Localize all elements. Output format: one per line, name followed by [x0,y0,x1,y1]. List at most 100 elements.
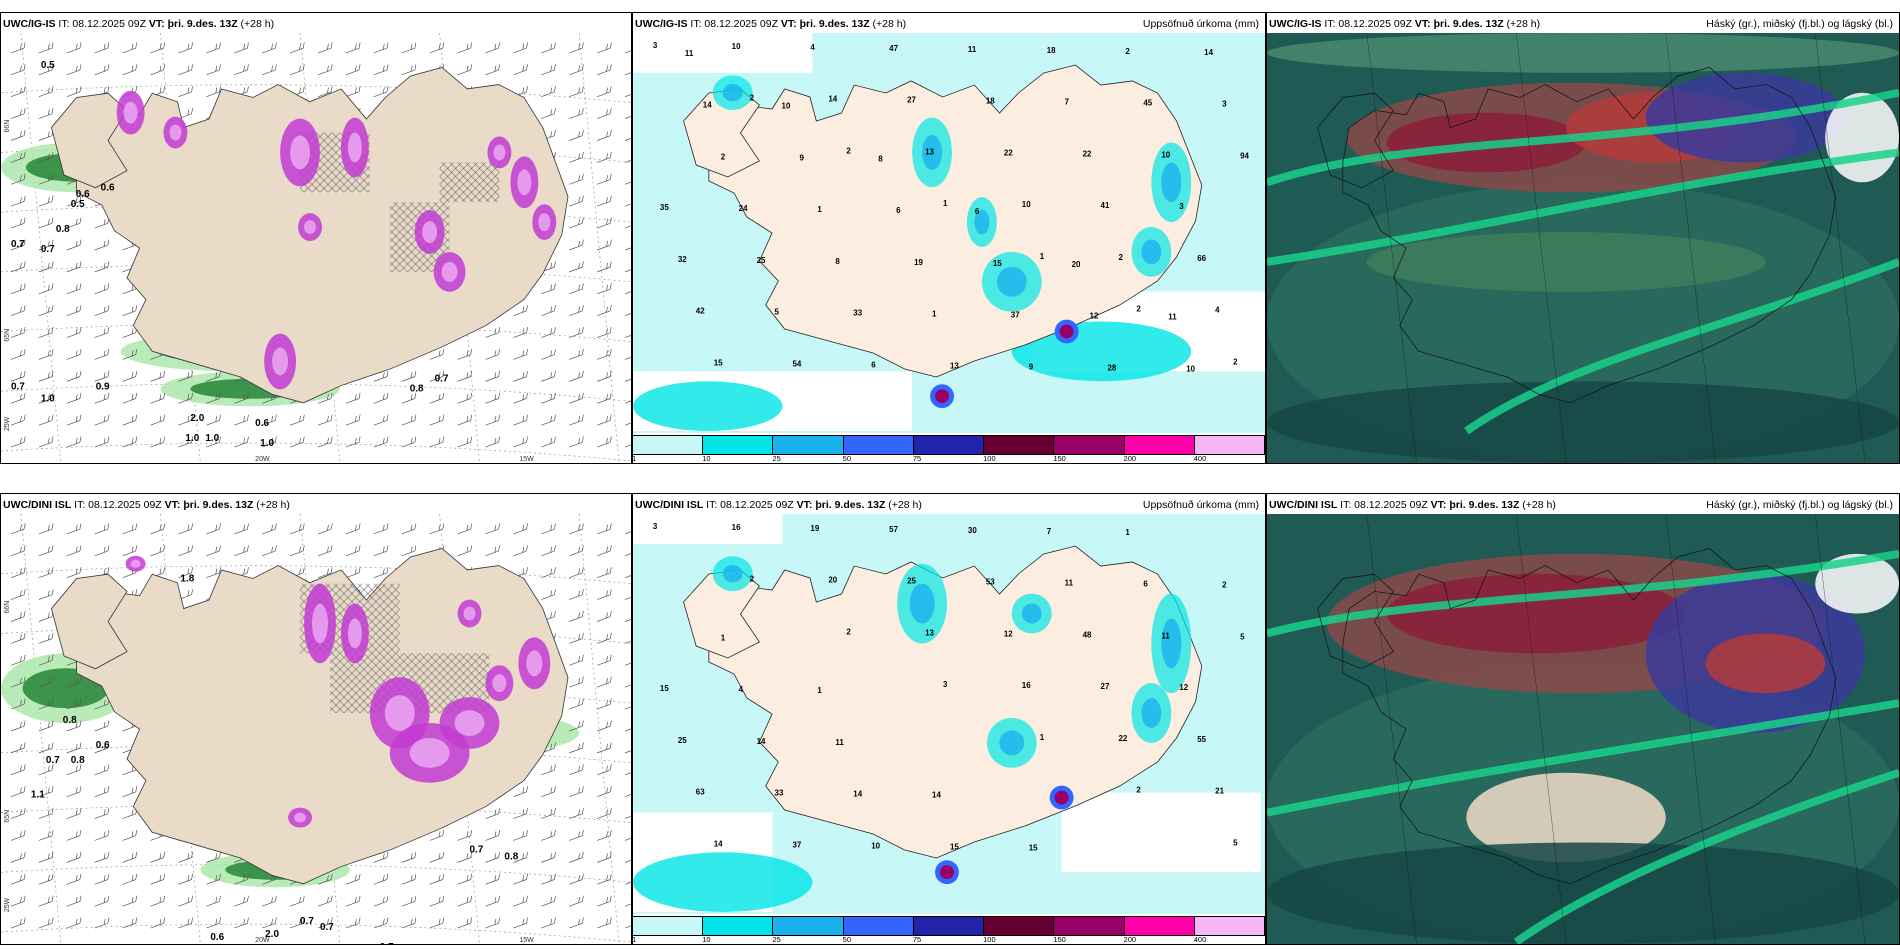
wind-barb [289,64,305,76]
precip-value-label: 11 [1065,579,1074,588]
wind-barb [401,873,417,885]
wind-barb [94,436,110,448]
wind-barb [262,917,277,929]
wind-barb [457,523,473,535]
colorbar-tick-labels: 1 10 25 50 75 100 150 200 400 [633,454,1265,463]
wind-barb [66,567,82,579]
wind-barb [262,436,277,448]
wind-barb [94,261,110,273]
precip-value-label: 11 [1168,313,1177,322]
wind-barb [38,895,54,907]
wind-barb [10,873,26,885]
wind-speed-label: 1.0 [260,438,274,449]
wind-barb [429,873,445,885]
wind-barb [345,545,361,557]
wind-barb [66,261,82,273]
cloud-front-streak [1267,148,1899,266]
precip-value-label: 94 [1240,151,1249,160]
wind-barb [596,283,612,295]
wind-barb [624,332,631,338]
wind-barb [596,327,612,338]
wind-barb [38,436,54,448]
wind-barb [150,64,166,76]
wind-barb [178,414,193,426]
wind-barb [429,370,445,382]
precip-cell-core [1161,162,1182,203]
wind-barb [569,676,584,688]
wind-barb [596,895,612,907]
precip-blob-core [422,221,438,244]
wind-barb [150,392,166,404]
wind-barb [122,545,138,557]
precip-value-label: 30 [968,526,977,535]
wind-barb [10,720,26,732]
precip-value-label: 18 [986,97,995,106]
wind-barb [457,370,473,382]
wind-barb [457,414,473,426]
wind-barb [596,917,612,929]
wind-barb [38,414,54,426]
precip-map-canvas: 3 2 2 1 1 2 2 10 14 13 10 2 4 15 4 27 22 41 66 42 54 47 18 22 3 3… [633,33,1265,433]
wind-barb [513,42,528,54]
wind-barb [624,813,631,819]
wind-barb [10,327,26,338]
wind-barb [38,873,54,885]
wind-barb [624,354,631,360]
wind-barb [429,436,445,448]
wind-barb [66,64,82,76]
graticule-axis-label: 25W [4,416,11,431]
panel-title: Uppsöfnuð úrkoma (mm) [1142,18,1259,30]
wind-barb [206,86,221,98]
precip-value-label: 12 [1004,629,1013,638]
wind-barb [66,86,82,98]
precip-value-label: 13 [925,147,934,156]
wind-barb [317,567,333,579]
wind-barb [569,523,584,535]
wind-barb [10,851,26,863]
wind-barb [624,47,631,54]
precip-value-label: 10 [1022,200,1031,209]
panel-title: Háský (gr.), miðský (fj.bl.) og lágský (… [1706,18,1893,30]
colorbar-swatch [1124,917,1195,935]
precip-blob-core [347,618,362,649]
wind-barb [624,835,631,841]
colorbar-tick-label: 100 [983,935,996,944]
wind-speed-label: 0.7 [46,755,60,766]
wind-barb [429,829,445,841]
wind-barb [94,808,110,819]
precip-value-label: 1 [721,633,726,642]
graticule-line [1,565,631,585]
wind-barb [38,392,54,404]
wind-barb [569,654,584,666]
wind-barb [373,370,389,382]
wind-barb [457,436,473,448]
wind-barb [262,545,277,557]
wind-barb [150,873,166,885]
precip-blob-core [169,124,182,141]
cloud-front-streak [1267,699,1899,817]
precip-cell-core [1141,239,1162,265]
precip-value-label: 1 [1040,252,1045,261]
wind-barb [569,895,584,907]
precip-value-label: 14 [1204,48,1213,57]
wind-barb [66,808,82,819]
precip-value-label: 10 [1186,364,1195,373]
precip-value-label: 19 [914,258,923,267]
precip-value-label: 12 [1090,312,1099,321]
wind-barb [373,414,389,426]
precip-value-label: 4 [739,685,744,694]
precip-value-label: 2 [846,627,851,636]
wind-barb [541,392,556,404]
wind-barb [457,895,473,907]
wind-barb [38,654,54,666]
wind-barb [10,654,26,666]
colorbar-swatch [703,436,774,454]
wind-barb [624,398,631,404]
wind-barb [373,64,389,76]
wind-barb [66,370,82,382]
wind-barb [38,720,54,732]
wind-barb [569,327,584,338]
colorbar-tick-label: 10 [702,454,711,463]
graticule-line [1,923,631,943]
wind-barb [569,589,584,600]
